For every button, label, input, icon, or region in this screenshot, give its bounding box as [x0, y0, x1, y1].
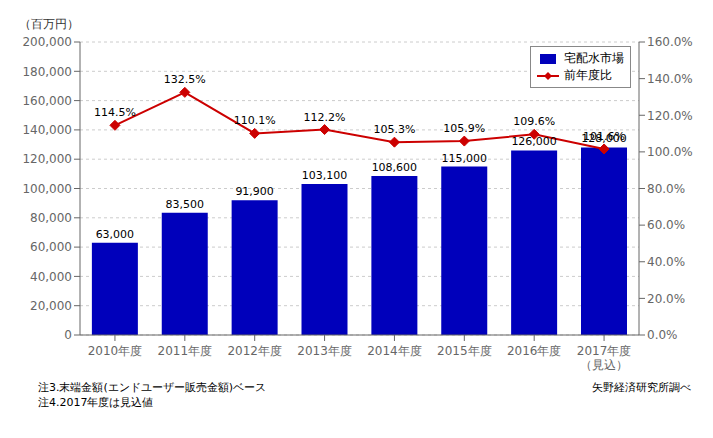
svg-text:110.1%: 110.1%: [234, 114, 276, 127]
svg-text:2016年度: 2016年度: [507, 344, 562, 358]
svg-text:2011年度: 2011年度: [158, 344, 213, 358]
html-text:注4.2017年度は見込値: 注4.2017年度は見込値: [38, 396, 154, 409]
svg-text:100,000: 100,000: [22, 182, 72, 196]
svg-text:100.0%: 100.0%: [647, 145, 693, 159]
svg-text:112.2%: 112.2%: [304, 111, 346, 124]
svg-text:115,000: 115,000: [442, 152, 488, 165]
svg-text:120.0%: 120.0%: [647, 109, 693, 123]
svg-text:101.6%: 101.6%: [583, 130, 625, 143]
svg-text:20,000: 20,000: [30, 299, 72, 313]
svg-text:2015年度: 2015年度: [437, 344, 492, 358]
svg-text:83,500: 83,500: [166, 198, 205, 211]
svg-text:180,000: 180,000: [22, 65, 72, 79]
html-text:注3.末端金額(エンドユーザー販売金額)ベース: 注3.末端金額(エンドユーザー販売金額)ベース: [38, 381, 267, 394]
svg-text:140,000: 140,000: [22, 123, 72, 137]
svg-text:0: 0: [64, 328, 72, 342]
svg-text:109.6%: 109.6%: [513, 115, 555, 128]
svg-text:103,100: 103,100: [302, 169, 348, 182]
html-text:前年度比: 前年度比: [564, 68, 612, 82]
svg-text:105.9%: 105.9%: [443, 122, 485, 135]
svg-text:60.0%: 60.0%: [647, 218, 685, 232]
svg-text:2014年度: 2014年度: [367, 344, 422, 358]
svg-text:132.5%: 132.5%: [164, 73, 206, 86]
svg-text:160.0%: 160.0%: [647, 35, 693, 49]
svg-text:80,000: 80,000: [30, 211, 72, 225]
svg-text:0.0%: 0.0%: [647, 328, 678, 342]
svg-text:140.0%: 140.0%: [647, 72, 693, 86]
svg-text:200,000: 200,000: [22, 35, 72, 49]
svg-text:80.0%: 80.0%: [647, 182, 685, 196]
svg-text:40.0%: 40.0%: [647, 255, 685, 269]
svg-text:40,000: 40,000: [30, 270, 72, 284]
svg-text:2017年度（見込）: 2017年度（見込）: [577, 344, 632, 372]
svg-text:120,000: 120,000: [22, 152, 72, 166]
svg-text:（百万円）: （百万円）: [19, 17, 79, 31]
svg-text:126,000: 126,000: [511, 135, 557, 148]
svg-text:20.0%: 20.0%: [647, 292, 685, 306]
svg-text:2010年度: 2010年度: [88, 344, 143, 358]
svg-text:60,000: 60,000: [30, 240, 72, 254]
svg-text:108,600: 108,600: [372, 161, 418, 174]
svg-text:63,000: 63,000: [96, 228, 135, 241]
svg-text:2012年度: 2012年度: [227, 344, 282, 358]
svg-text:91,900: 91,900: [235, 185, 274, 198]
svg-text:105.3%: 105.3%: [373, 123, 415, 136]
svg-text:2013年度: 2013年度: [297, 344, 352, 358]
svg-text:160,000: 160,000: [22, 94, 72, 108]
html-text:宅配水市場: 宅配水市場: [564, 51, 624, 65]
html-text:矢野経済研究所調べ: 矢野経済研究所調べ: [592, 381, 691, 394]
svg-text:114.5%: 114.5%: [94, 106, 136, 119]
